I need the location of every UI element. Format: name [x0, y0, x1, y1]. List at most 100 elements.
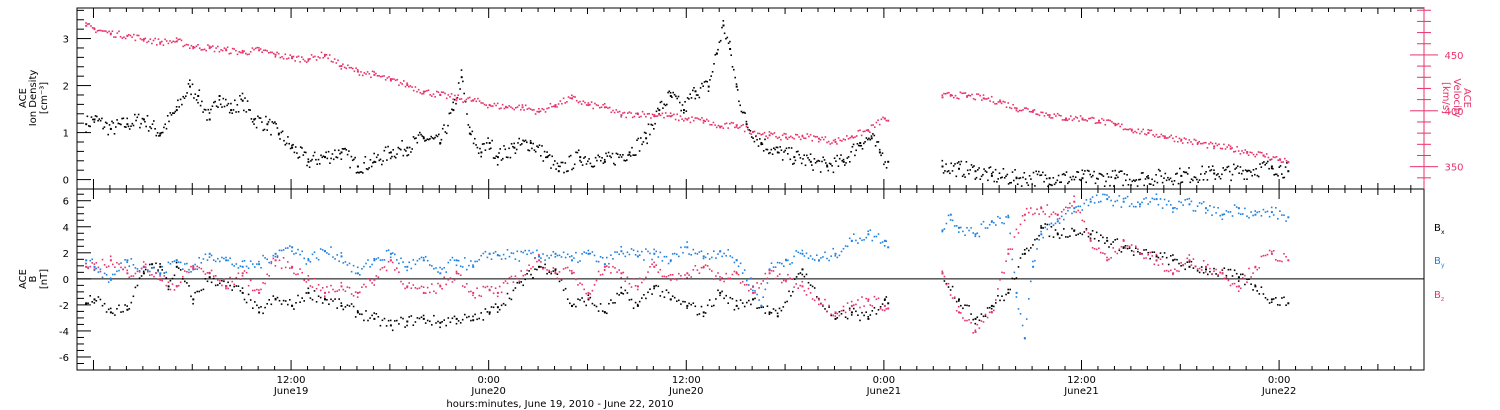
- ion-density-series-point: [835, 160, 837, 162]
- by-series-point: [132, 264, 135, 266]
- ion-density-series-point: [837, 165, 840, 167]
- velocity-series-point: [735, 126, 738, 128]
- bz-series-point: [575, 278, 577, 281]
- ion-density-series-point: [1155, 174, 1157, 176]
- ion-density-series-point: [1092, 174, 1094, 177]
- velocity-series-anchor: [867, 129, 870, 132]
- ion-density-series-point: [140, 122, 142, 125]
- ion-density-series-point: [982, 173, 984, 176]
- ion-density-series-point: [540, 155, 542, 157]
- ion-density-series-point: [721, 26, 723, 29]
- velocity-series-point: [1020, 109, 1023, 112]
- bx-series-point: [659, 295, 662, 297]
- velocity-series-point: [114, 36, 117, 38]
- ion-density-series-point: [156, 132, 159, 134]
- bx-series-point: [408, 316, 410, 318]
- ion-density-series-point: [1107, 176, 1110, 178]
- bx-series-point: [704, 312, 707, 314]
- ion-density-series-point: [1181, 181, 1184, 183]
- bz-series-point: [700, 266, 703, 269]
- bz-series-point: [667, 274, 670, 277]
- ion-density-series-point: [730, 54, 732, 56]
- ion-density-series-point: [1270, 167, 1273, 170]
- velocity-series-point: [1269, 158, 1271, 161]
- velocity-series-point: [289, 54, 291, 56]
- ion-density-series-point: [978, 167, 980, 169]
- bx-series-point: [1007, 288, 1009, 291]
- bz-series-anchor: [554, 272, 557, 275]
- ion-density-series-point: [635, 154, 637, 156]
- bx-series-point: [649, 288, 651, 290]
- bz-series-point: [1174, 268, 1176, 271]
- bottom-panel-frame: [76, 188, 1425, 371]
- bz-series-point: [752, 286, 754, 288]
- bx-series-point: [643, 294, 645, 296]
- by-series-point: [530, 252, 532, 255]
- by-series-point: [595, 260, 598, 263]
- velocity-series-point: [90, 25, 92, 27]
- ion-density-series-point: [565, 170, 568, 173]
- ion-density-series-point: [836, 154, 838, 157]
- ion-density-series-point: [1144, 178, 1147, 180]
- bx-series-point: [692, 302, 695, 304]
- bz-series-point: [1058, 217, 1061, 220]
- bx-series-point: [404, 326, 406, 328]
- velocity-series-point: [1209, 141, 1212, 144]
- ion-density-series-point: [283, 139, 285, 142]
- bz-series-point: [696, 269, 699, 271]
- ion-density-series-point: [646, 142, 648, 145]
- velocity-series-point: [96, 30, 99, 32]
- by-series-point: [1095, 194, 1098, 197]
- velocity-series-point: [455, 99, 458, 102]
- bx-series-point: [1233, 269, 1236, 272]
- by-series-anchor: [974, 233, 977, 236]
- ion-density-series-anchor: [887, 160, 890, 163]
- ion-density-series-point: [623, 159, 625, 162]
- bx-series-point: [272, 295, 275, 297]
- velocity-series-point: [487, 106, 489, 109]
- ion-density-series-point: [206, 119, 208, 121]
- velocity-series-point: [976, 93, 978, 95]
- bx-series-point: [614, 302, 616, 304]
- velocity-series-point: [108, 30, 110, 33]
- velocity-series-point: [543, 108, 545, 111]
- bz-series-point: [634, 285, 637, 287]
- ion-density-series-anchor: [230, 109, 233, 112]
- velocity-series-point: [1074, 116, 1077, 118]
- by-series-point: [476, 260, 478, 263]
- ion-density-series-point: [850, 151, 852, 153]
- ion-density-series-point: [863, 142, 865, 145]
- ion-density-series-point: [878, 148, 881, 151]
- velocity-series-point: [1251, 151, 1253, 154]
- velocity-series-anchor: [373, 73, 376, 76]
- velocity-series-point: [528, 107, 530, 110]
- ion-density-series-point: [1042, 171, 1044, 174]
- bz-series-point: [554, 270, 557, 273]
- ion-density-series-point: [749, 130, 752, 132]
- ion-density-series-point: [1068, 180, 1070, 183]
- bx-series-point: [431, 324, 433, 326]
- bx-series-point: [871, 310, 874, 312]
- ion-density-series-point: [121, 117, 123, 120]
- bz-series-point: [984, 313, 987, 316]
- ion-density-series-point: [118, 123, 121, 125]
- bx-series-point: [1202, 272, 1205, 274]
- by-series-point: [597, 260, 600, 263]
- velocity-series-point: [760, 133, 762, 136]
- bx-series-anchor: [554, 268, 557, 271]
- ion-density-series-point: [638, 150, 641, 152]
- velocity-series-point: [179, 38, 181, 40]
- by-series-point: [1151, 197, 1154, 200]
- bz-series-anchor: [990, 311, 993, 314]
- by-series-point: [87, 266, 89, 269]
- ion-density-series-point: [768, 152, 770, 155]
- bx-series-point: [1165, 256, 1168, 259]
- bx-series-anchor: [1254, 285, 1257, 288]
- ion-density-series-point: [386, 159, 388, 161]
- bx-series-point: [262, 312, 264, 315]
- velocity-series-point: [689, 121, 692, 124]
- ion-density-series-anchor: [990, 174, 993, 177]
- ion-density-series-point: [1255, 168, 1257, 170]
- by-series-point: [179, 261, 182, 264]
- velocity-series-point: [711, 124, 713, 126]
